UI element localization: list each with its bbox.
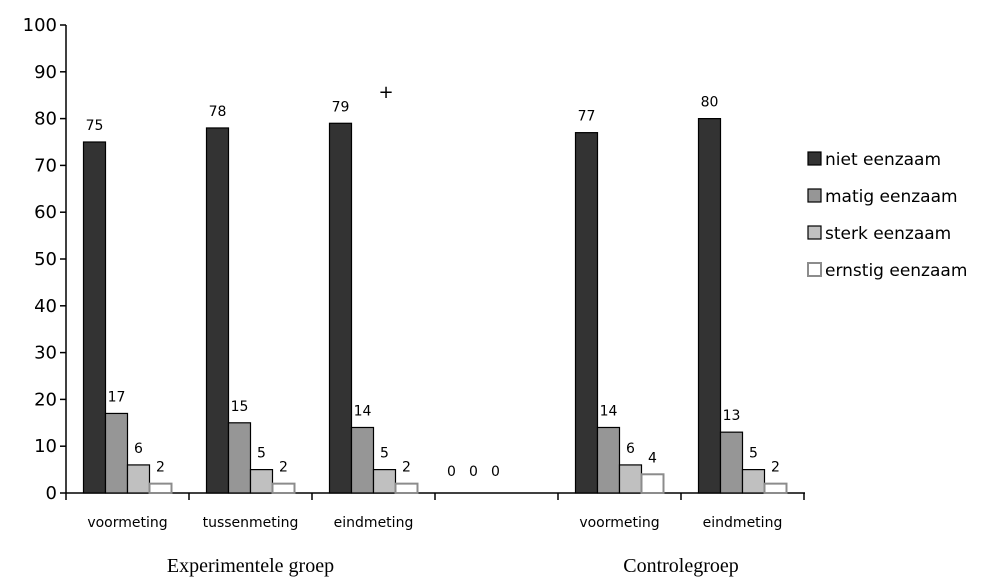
y-tick-label: 20 (34, 389, 57, 410)
data-label: 14 (354, 403, 372, 419)
data-label: 5 (257, 446, 266, 462)
data-label: 4 (648, 450, 657, 466)
x-tick-label: voormeting (579, 515, 659, 531)
data-label: 78 (209, 104, 227, 120)
bar (618, 464, 643, 494)
bar (104, 412, 129, 494)
data-label: 5 (749, 446, 758, 462)
data-label: 6 (134, 441, 143, 457)
bar (596, 426, 621, 494)
legend-swatch (807, 151, 822, 166)
bar (249, 469, 274, 494)
bar (126, 464, 151, 494)
data-label: 0 (491, 464, 500, 480)
bar (328, 122, 353, 494)
legend: niet eenzaam matig eenzaam sterk eenzaam er… (807, 150, 967, 281)
legend-label: sterk eenzaam (825, 224, 951, 244)
bar (741, 469, 766, 494)
y-tick-label: 10 (34, 436, 57, 457)
legend-swatch (807, 188, 822, 203)
y-tick-label: 30 (34, 343, 57, 364)
data-label: 0 (469, 464, 478, 480)
legend-label: ernstig eenzaam (825, 261, 967, 281)
data-label: 6 (626, 441, 635, 457)
y-tick-label: 40 (34, 296, 57, 317)
data-label: 0 (447, 464, 456, 480)
data-label: 15 (231, 399, 249, 415)
legend-swatch (807, 262, 822, 277)
data-label: 2 (156, 460, 165, 476)
bar (82, 141, 107, 494)
data-label: 75 (86, 118, 104, 134)
data-label: 79 (332, 99, 350, 115)
bar (394, 482, 419, 495)
legend-swatch (807, 225, 822, 240)
x-tick-label: eindmeting (334, 515, 414, 531)
bar (205, 127, 230, 494)
x-tick-label: voormeting (87, 515, 167, 531)
y-tick-label: 90 (34, 62, 57, 83)
bar (640, 473, 665, 494)
data-label: 14 (600, 403, 618, 419)
y-tick-label: 0 (46, 483, 57, 504)
legend-label: matig eenzaam (825, 187, 958, 207)
data-label: 77 (578, 109, 596, 125)
y-tick-label: 60 (34, 202, 57, 223)
x-tick-label: eindmeting (703, 515, 783, 531)
bar (350, 426, 375, 494)
bar (697, 117, 722, 494)
bars (82, 117, 788, 495)
bar (763, 482, 788, 495)
labels: voormeting tussenmeting eindmeting voormeti… (86, 82, 783, 577)
bar (271, 482, 296, 495)
data-label: 2 (402, 460, 411, 476)
data-label: 17 (108, 389, 126, 405)
legend-label: niet eenzaam (825, 150, 941, 170)
bar (227, 422, 252, 494)
y-tick-label: 50 (34, 249, 57, 270)
bar (148, 482, 173, 495)
bar (574, 132, 599, 494)
y-tick-label: 70 (34, 155, 57, 176)
data-label: 80 (701, 95, 719, 111)
bar (719, 431, 744, 494)
group-label: Controlegroep (623, 555, 739, 577)
y-tick-label: 100 (23, 15, 57, 36)
data-label: 5 (380, 446, 389, 462)
bar (372, 469, 397, 494)
data-label: 13 (723, 408, 741, 424)
annotation-marker: + (378, 82, 393, 103)
data-label: 2 (771, 460, 780, 476)
x-tick-label: tussenmeting (203, 515, 299, 531)
group-label: Experimentele groep (167, 555, 334, 577)
y-tick-label: 80 (34, 109, 57, 130)
data-label: 2 (279, 460, 288, 476)
